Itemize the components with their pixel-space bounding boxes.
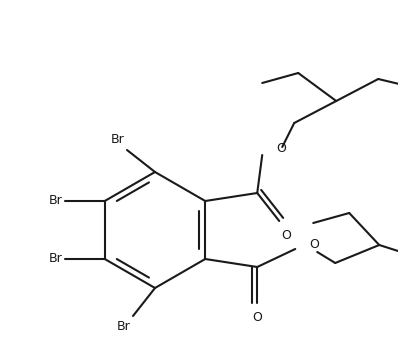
Text: Br: Br bbox=[49, 252, 63, 265]
Text: O: O bbox=[309, 239, 319, 251]
Text: O: O bbox=[252, 311, 262, 324]
Text: Br: Br bbox=[117, 320, 131, 333]
Text: O: O bbox=[276, 143, 286, 156]
Text: Br: Br bbox=[110, 133, 124, 146]
Text: O: O bbox=[281, 229, 291, 242]
Text: Br: Br bbox=[49, 195, 63, 207]
